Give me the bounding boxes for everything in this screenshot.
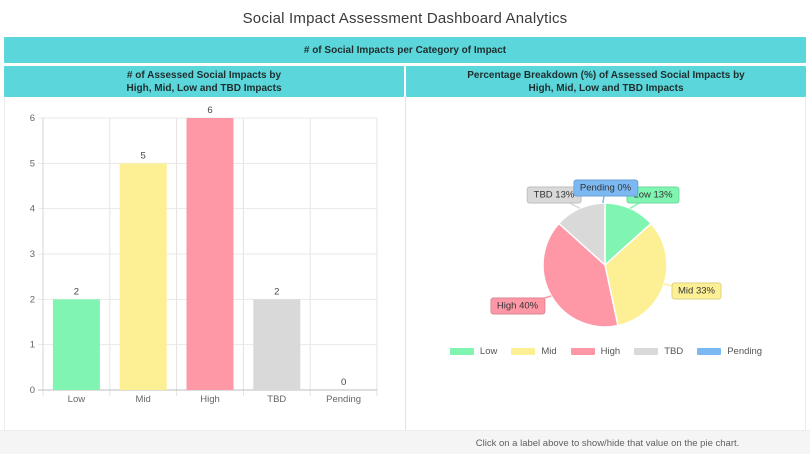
footer-note: Click on a label above to show/hide that… [475,437,740,449]
legend-swatch-high [570,347,595,355]
y-tick-label: 4 [30,204,35,215]
bar-chart: 0 1 2 3 4 5 6 2 Low 5 Mid 6 High 2 TBD 0 Pending [30,105,378,405]
bar-tbd [253,299,301,390]
legend-swatch-mid [511,347,536,355]
y-tick-label: 0 [30,385,35,396]
legend-swatch-pending [697,347,722,355]
pie-chart-header-line2: High, Mid, Low and TBD Impacts [528,82,684,94]
legend-item-high[interactable]: High [570,345,621,357]
pie-label-line-pending [602,187,607,204]
pie-slice-mid [604,222,668,327]
bar-value-label-tbd: 2 [274,286,279,297]
legend-label-mid: Mid [541,345,557,357]
pie-chart-panel: Low 13% Mid 33% High 40% TBD 13% Pending 0% … [406,97,806,430]
legend-item-low[interactable]: Low [449,345,498,357]
bar-value-label-high: 6 [207,105,212,116]
bar-chart-header-line1: # of Assessed Social Impacts by [126,69,282,81]
pie-label-line-low [629,193,654,210]
pie-label-line-tbd [553,193,581,210]
y-tick-label: 2 [30,294,35,305]
y-tick-label: 6 [30,113,35,124]
dashboard-banner: # of Social Impacts per Category of Impa… [4,37,806,63]
bar-high [186,118,234,390]
bar-chart-header-line2: High, Mid, Low and TBD Impacts [126,82,282,94]
pie-chart-header: Percentage Breakdown (%) of Assessed Soc… [406,66,806,97]
legend-label-tbd: TBD [664,345,684,357]
legend-item-tbd[interactable]: TBD [634,346,683,357]
legend-swatch-tbd [634,347,659,355]
legend-swatch-low [449,347,474,355]
bar-value-label-pending: 0 [341,377,346,388]
pie-slice-high [542,222,619,328]
legend-item-pending[interactable]: Pending [697,346,762,357]
bar-low [52,299,100,390]
y-tick-label: 1 [30,340,35,351]
legend-label-high: High [600,345,621,357]
x-tick-label-tbd: TBD [267,394,286,405]
x-tick-label-low: Low [68,394,86,405]
page-title: Social Impact Assessment Dashboard Analy… [242,10,568,27]
bar-value-label-mid: 5 [141,150,146,161]
pie-label-line-mid [663,283,697,292]
pie-chart [517,187,697,328]
bar-chart-header: # of Assessed Social Impacts by High, Mi… [4,66,404,97]
footer-bar: Click on a label above to show/hide that… [0,430,810,454]
pie-legend: Low Mid High TBD Pending [406,343,806,359]
pie-chart-header-line1: Percentage Breakdown (%) of Assessed Soc… [467,69,745,81]
panel-divider [405,97,406,430]
legend-item-mid[interactable]: Mid [511,345,557,357]
legend-label-pending: Pending [727,345,763,357]
legend-label-low: Low [479,345,498,357]
x-tick-label-mid: Mid [136,394,151,405]
x-tick-label-high: High [200,394,220,405]
bar-mid [119,163,167,390]
x-tick-label-pending: Pending [326,394,361,405]
bar-value-label-low: 2 [74,286,79,297]
pie-label-line-high [517,295,552,307]
y-tick-label: 5 [30,158,35,169]
y-tick-label: 3 [30,249,35,260]
